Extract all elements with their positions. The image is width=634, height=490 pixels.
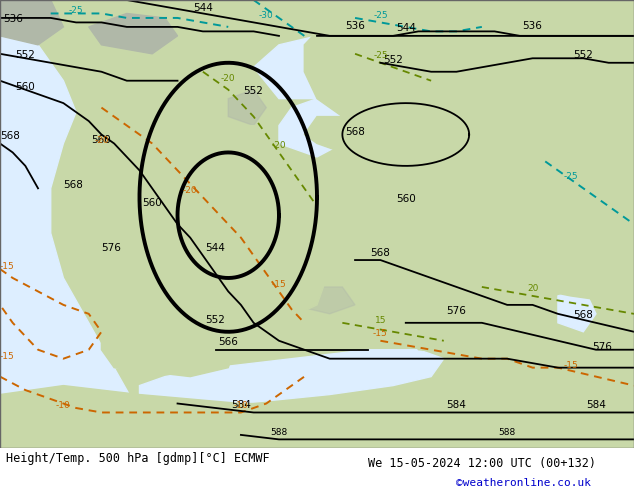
- Text: 20: 20: [527, 284, 538, 294]
- Text: 568: 568: [0, 131, 20, 141]
- Text: Height/Temp. 500 hPa [gdmp][°C] ECMWF: Height/Temp. 500 hPa [gdmp][°C] ECMWF: [6, 452, 270, 465]
- Text: 568: 568: [63, 180, 83, 190]
- Polygon shape: [406, 314, 533, 359]
- Text: 560: 560: [142, 198, 162, 208]
- Polygon shape: [279, 98, 342, 157]
- Polygon shape: [304, 117, 355, 152]
- Text: -10: -10: [233, 401, 249, 410]
- Text: 552: 552: [243, 86, 264, 96]
- Text: 552: 552: [383, 55, 403, 65]
- Text: 544: 544: [205, 243, 226, 253]
- Text: -20: -20: [94, 137, 109, 146]
- Text: 544: 544: [193, 3, 213, 13]
- Text: 566: 566: [218, 337, 238, 347]
- Polygon shape: [178, 144, 228, 188]
- Polygon shape: [114, 314, 190, 368]
- Text: 568: 568: [345, 126, 365, 137]
- Polygon shape: [89, 13, 178, 54]
- Text: 536: 536: [522, 21, 543, 31]
- Text: 584: 584: [446, 400, 467, 410]
- Polygon shape: [558, 287, 596, 332]
- Text: 568: 568: [573, 310, 593, 320]
- Polygon shape: [228, 90, 266, 125]
- Text: 568: 568: [370, 247, 391, 258]
- Text: 536: 536: [3, 14, 23, 24]
- Text: 560: 560: [15, 82, 36, 92]
- Text: -20: -20: [221, 74, 236, 83]
- Text: -15: -15: [271, 280, 287, 289]
- Text: -25: -25: [373, 51, 388, 60]
- Text: -25: -25: [68, 6, 84, 16]
- Text: -30: -30: [259, 11, 274, 20]
- Polygon shape: [304, 9, 431, 125]
- Text: -15: -15: [563, 361, 578, 369]
- Text: -20: -20: [183, 186, 198, 195]
- Text: 552: 552: [15, 50, 36, 60]
- Text: 560: 560: [396, 194, 416, 204]
- Text: 588: 588: [498, 428, 516, 437]
- Text: ©weatheronline.co.uk: ©weatheronline.co.uk: [456, 478, 592, 488]
- Text: 536: 536: [345, 21, 365, 31]
- Text: 552: 552: [573, 50, 593, 60]
- Text: -15: -15: [373, 329, 388, 338]
- Text: 552: 552: [205, 315, 226, 325]
- Text: -15: -15: [0, 352, 15, 361]
- Polygon shape: [317, 125, 520, 287]
- Text: -25: -25: [373, 11, 388, 20]
- Text: -10: -10: [56, 401, 71, 410]
- Text: 588: 588: [270, 428, 288, 437]
- Polygon shape: [456, 323, 533, 350]
- Polygon shape: [0, 386, 634, 448]
- Polygon shape: [0, 0, 63, 45]
- Text: 576: 576: [101, 243, 121, 253]
- Text: 584: 584: [231, 400, 251, 410]
- Text: 544: 544: [396, 24, 416, 33]
- Polygon shape: [418, 0, 634, 305]
- Polygon shape: [292, 287, 355, 314]
- Text: 576: 576: [592, 342, 612, 352]
- Text: 584: 584: [586, 400, 606, 410]
- Text: 560: 560: [91, 135, 112, 146]
- Polygon shape: [254, 36, 355, 98]
- Text: -20: -20: [271, 141, 287, 150]
- Polygon shape: [101, 278, 241, 377]
- Text: 576: 576: [446, 306, 467, 316]
- Text: We 15-05-2024 12:00 UTC (00+132): We 15-05-2024 12:00 UTC (00+132): [368, 457, 596, 469]
- Polygon shape: [0, 0, 139, 448]
- Text: -25: -25: [563, 172, 578, 181]
- Text: 15: 15: [375, 316, 386, 325]
- Polygon shape: [139, 350, 444, 404]
- Polygon shape: [165, 224, 330, 323]
- Text: -15: -15: [0, 262, 15, 271]
- Polygon shape: [222, 125, 279, 197]
